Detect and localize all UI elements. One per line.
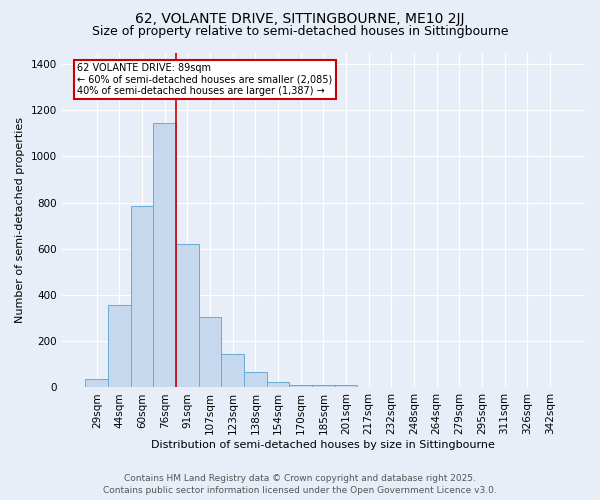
Y-axis label: Number of semi-detached properties: Number of semi-detached properties bbox=[15, 117, 25, 323]
Bar bbox=[108, 306, 131, 388]
Bar bbox=[244, 372, 266, 388]
Bar bbox=[289, 385, 312, 388]
Bar bbox=[131, 206, 154, 388]
Bar bbox=[335, 385, 358, 388]
Text: 62, VOLANTE DRIVE, SITTINGBOURNE, ME10 2JJ: 62, VOLANTE DRIVE, SITTINGBOURNE, ME10 2… bbox=[135, 12, 465, 26]
Bar bbox=[221, 354, 244, 388]
Bar bbox=[176, 244, 199, 388]
Bar bbox=[312, 384, 335, 388]
Text: Size of property relative to semi-detached houses in Sittingbourne: Size of property relative to semi-detach… bbox=[92, 25, 508, 38]
Bar bbox=[154, 123, 176, 388]
Bar bbox=[266, 382, 289, 388]
Text: 62 VOLANTE DRIVE: 89sqm
← 60% of semi-detached houses are smaller (2,085)
40% of: 62 VOLANTE DRIVE: 89sqm ← 60% of semi-de… bbox=[77, 62, 332, 96]
Text: Contains HM Land Registry data © Crown copyright and database right 2025.
Contai: Contains HM Land Registry data © Crown c… bbox=[103, 474, 497, 495]
X-axis label: Distribution of semi-detached houses by size in Sittingbourne: Distribution of semi-detached houses by … bbox=[151, 440, 495, 450]
Bar bbox=[199, 317, 221, 388]
Bar bbox=[85, 380, 108, 388]
